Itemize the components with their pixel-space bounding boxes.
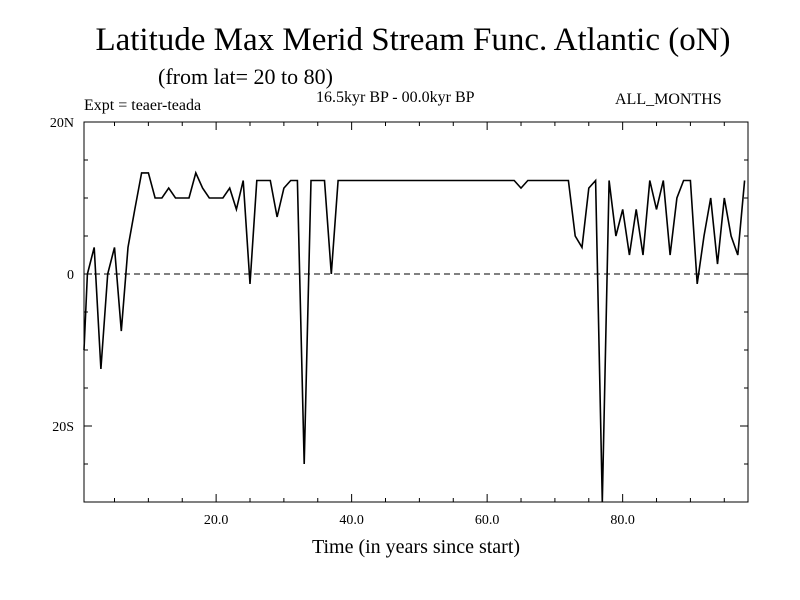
x-tick-label: 40.0 xyxy=(339,513,364,528)
series-line xyxy=(83,170,746,503)
months-label: ALL_MONTHS xyxy=(615,91,722,108)
plot-frame xyxy=(83,121,749,503)
x-tick-label: 60.0 xyxy=(475,513,500,528)
chart-subtitle: (from lat= 20 to 80) xyxy=(158,64,333,89)
x-axis-label: Time (in years since start) xyxy=(312,536,520,558)
x-tick-label: 20.0 xyxy=(204,513,229,528)
y-tick-label: 20S xyxy=(52,420,74,435)
x-tick-label: 80.0 xyxy=(610,513,635,528)
experiment-label: Expt = teaer-teada xyxy=(84,97,202,114)
period-label: 16.5kyr BP - 00.0kyr BP xyxy=(316,89,475,106)
y-tick-label: 0 xyxy=(67,268,74,283)
y-tick-label: 20N xyxy=(50,116,74,131)
chart-title: Latitude Max Merid Stream Func. Atlantic… xyxy=(95,22,731,58)
